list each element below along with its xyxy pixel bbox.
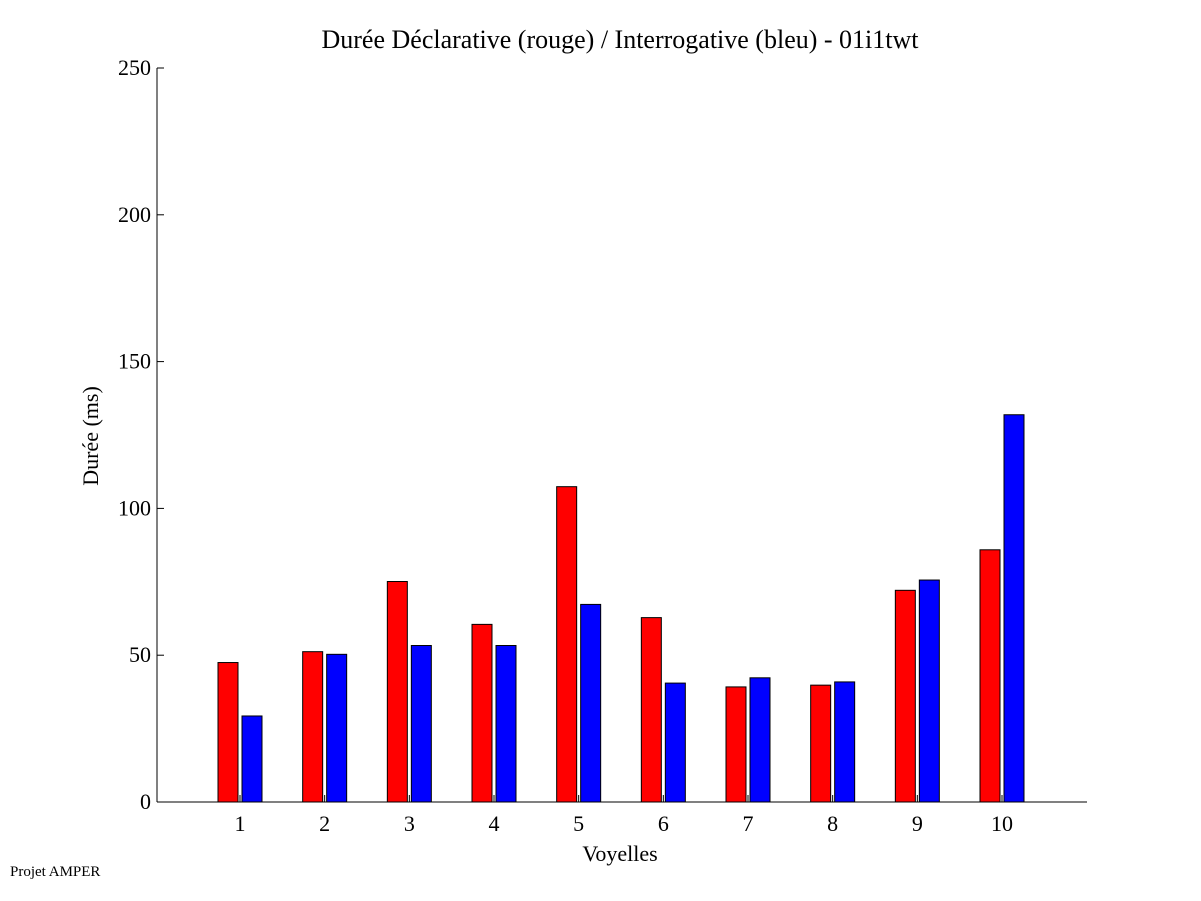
y-axis-label: Durée (ms) [78,386,103,486]
footer-note: Projet AMPER [10,864,101,880]
bar-declarative-2 [302,651,324,803]
plot-area: 0 50 100 150 200 250 1 2 3 4 5 6 7 8 9 10 [118,55,1087,836]
bar-declarative-1 [217,662,239,803]
bar-interrogative-3 [410,645,432,803]
chart-title: Durée Déclarative (rouge) / Interrogativ… [321,25,919,54]
bar-declarative-5 [556,486,578,803]
bar-declarative-9 [894,589,916,803]
bar-interrogative-8 [834,681,856,803]
bar-interrogative-10 [1003,414,1025,803]
y-tick-label: 100 [118,495,151,520]
bar-interrogative-6 [664,682,686,803]
bar-interrogative-9 [918,579,940,803]
y-tick-label: 250 [118,55,151,80]
x-axis-label: Voyelles [582,841,657,866]
y-tick-label: 200 [118,202,151,227]
bar-declarative-10 [979,549,1001,803]
bar-declarative-7 [725,686,747,803]
bar-interrogative-1 [241,715,263,803]
bar-declarative-3 [386,581,408,803]
y-tick-label: 0 [140,789,151,814]
bar-interrogative-4 [495,645,517,803]
bar-interrogative-2 [326,653,348,803]
x-tick-label: 4 [489,811,500,836]
x-tick-label: 8 [827,811,838,836]
y-tick-label: 150 [118,349,151,374]
x-tick-label: 1 [235,811,246,836]
x-tick-label: 3 [404,811,415,836]
x-tick-label: 6 [658,811,669,836]
x-tick-label: 10 [991,811,1013,836]
bar-declarative-6 [640,617,662,803]
bar-interrogative-5 [580,603,602,803]
x-tick-label: 7 [743,811,754,836]
y-tick-label: 50 [129,642,151,667]
x-tick-label: 9 [912,811,923,836]
bar-declarative-4 [471,623,493,803]
x-tick-label: 2 [319,811,330,836]
x-tick-label: 5 [573,811,584,836]
bar-interrogative-7 [749,677,771,803]
bar-declarative-8 [810,684,832,803]
